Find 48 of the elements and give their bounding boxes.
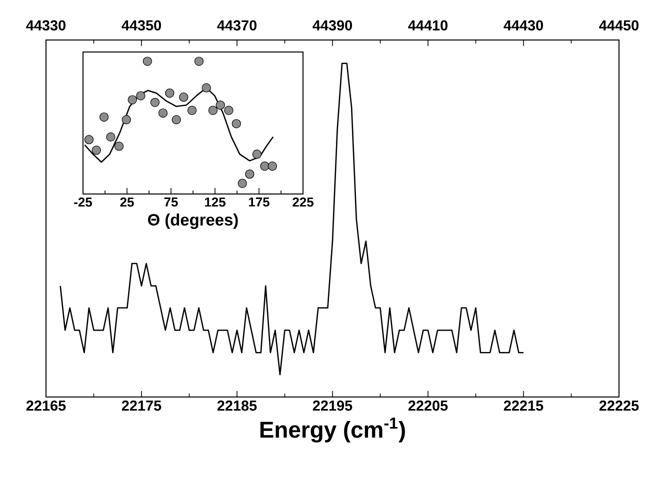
point (142, 56, 152, 66)
point (106, 132, 116, 142)
point (92, 146, 101, 155)
point (114, 142, 124, 151)
x-tick-label: 22195 (312, 400, 352, 411)
x-tick-label: 175 (249, 198, 270, 207)
x2-tick-label: 44390 (312, 20, 352, 30)
point (238, 178, 247, 188)
point (260, 162, 270, 171)
x-tick-label: 22205 (408, 400, 448, 411)
x2-tick-label: 44410 (408, 20, 448, 30)
point (99, 112, 109, 122)
point (245, 170, 254, 179)
point (252, 150, 262, 159)
x-tick-label: 25 (120, 198, 134, 207)
point (216, 100, 225, 110)
point (179, 92, 188, 102)
point (194, 56, 204, 66)
point (224, 106, 234, 115)
point (172, 115, 181, 124)
point (232, 119, 241, 128)
point (268, 162, 277, 171)
x-tick-label: -25 (74, 198, 92, 207)
x-tick-label: 75 (164, 198, 178, 207)
x-tick-label: 22175 (122, 400, 162, 411)
x2-tick-label: 44330 (26, 20, 66, 30)
point (202, 83, 211, 92)
x-tick-label: 22225 (599, 400, 639, 411)
point (187, 106, 197, 115)
point (150, 98, 160, 108)
x-axis-title: Θ (degrees) (148, 214, 238, 229)
x-axis-title: Energy (cm$^{-1}$) (260, 418, 405, 442)
x2-tick-label: 44450 (599, 20, 639, 30)
x-tick-label: 22165 (26, 400, 66, 411)
x2-tick-label: 44350 (122, 20, 161, 30)
point (165, 88, 174, 98)
x2-tick-label: 44370 (217, 20, 256, 30)
point (158, 108, 168, 118)
point (128, 95, 137, 104)
point (84, 135, 94, 144)
point (136, 91, 146, 100)
point (208, 106, 218, 115)
x-tick-label: 22215 (504, 400, 544, 411)
x-tick-label: 225 (292, 198, 314, 207)
point (122, 115, 131, 124)
x-tick-label: 22185 (217, 400, 257, 411)
x2-tick-label: 44430 (504, 20, 543, 30)
x-tick-label: 125 (205, 198, 226, 207)
